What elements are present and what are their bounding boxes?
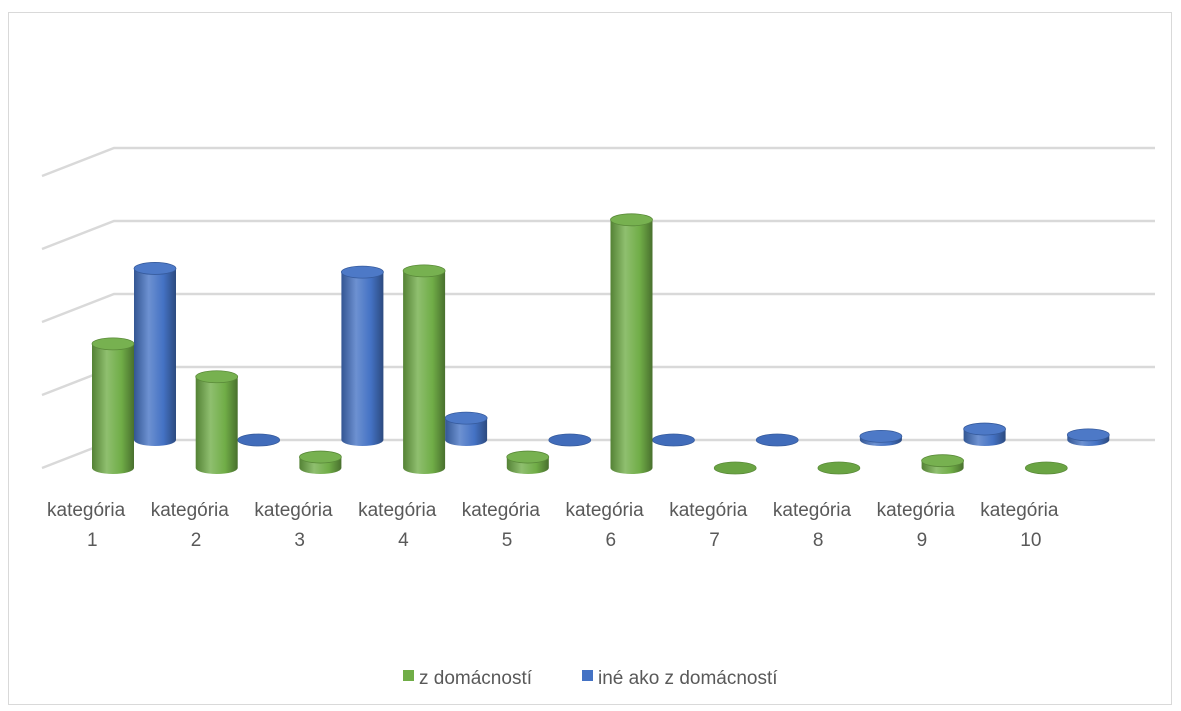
bar-series1-cat8 bbox=[817, 461, 861, 475]
bar-series2-cat4 bbox=[444, 411, 488, 447]
bar-series2-cat9 bbox=[963, 422, 1006, 447]
legend: z domácností iné ako z domácností bbox=[403, 668, 778, 689]
bar-series1-cat2 bbox=[195, 370, 239, 474]
bars bbox=[91, 213, 1110, 475]
gridline-2 bbox=[41, 292, 1155, 324]
category-label-4: kategória 4 bbox=[358, 500, 437, 551]
bar-series1-cat4 bbox=[402, 264, 446, 474]
gridline-4 bbox=[41, 146, 1155, 178]
bar-series1-cat9 bbox=[921, 454, 964, 474]
legend-label-series-2: iné ako z domácností bbox=[598, 668, 778, 689]
bar-series1-cat6 bbox=[610, 213, 653, 474]
bar-series2-cat3 bbox=[340, 265, 384, 447]
bar-series1-cat1 bbox=[91, 337, 135, 474]
bar-series2-cat5 bbox=[548, 433, 592, 447]
chart-area: kategória 1 kategória 2 kategória 3 kategória 4… bbox=[8, 12, 1172, 705]
bar-series2-cat8 bbox=[859, 429, 903, 447]
category-label-9: kategória 9 bbox=[877, 500, 956, 551]
legend-swatch-series-2 bbox=[582, 670, 593, 681]
bar-series1-cat3 bbox=[298, 450, 342, 474]
category-label-10: kategória 10 bbox=[980, 500, 1059, 551]
category-label-3: kategória 3 bbox=[254, 500, 333, 551]
bar-series2-cat7 bbox=[755, 433, 799, 447]
bar-series2-cat6 bbox=[652, 433, 695, 447]
bar-series2-cat1 bbox=[133, 262, 177, 446]
bar-series1-cat7 bbox=[713, 461, 757, 475]
category-labels: kategória 1 kategória 2 kategória 3 kategória 4… bbox=[47, 500, 1059, 551]
category-label-7: kategória 7 bbox=[669, 500, 748, 551]
category-label-1: kategória 1 bbox=[47, 500, 126, 551]
legend-label-series-1: z domácností bbox=[419, 668, 533, 689]
category-label-5: kategória 5 bbox=[462, 500, 541, 551]
bar-series1-cat5 bbox=[506, 450, 550, 474]
bar-series2-cat10 bbox=[1066, 428, 1110, 447]
gridlines bbox=[41, 146, 1155, 470]
category-label-8: kategória 8 bbox=[773, 500, 852, 551]
bar-series2-cat2 bbox=[237, 433, 281, 447]
category-label-2: kategória 2 bbox=[151, 500, 230, 551]
gridline-3 bbox=[41, 219, 1155, 251]
category-label-6: kategória 6 bbox=[566, 500, 645, 551]
chart-svg: kategória 1 kategória 2 kategória 3 kategória 4… bbox=[41, 146, 1155, 689]
legend-swatch-series-1 bbox=[403, 670, 414, 681]
bar-series1-cat10 bbox=[1024, 461, 1068, 475]
